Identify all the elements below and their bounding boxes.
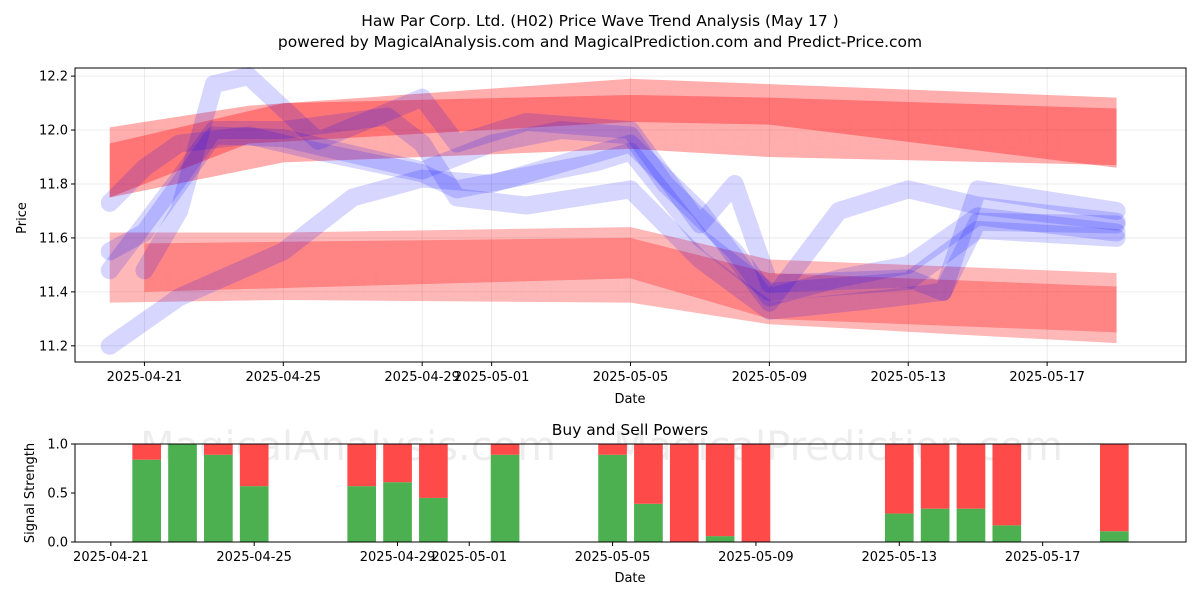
price-y-tick-label: 11.6 [39, 231, 68, 246]
price-wave-4 [100, 107, 1126, 320]
sell-bar [383, 444, 412, 483]
sell-bar [669, 444, 699, 542]
price-y-tick-label: 12.2 [39, 70, 68, 85]
price-x-tick-label: 2025-05-05 [593, 370, 669, 385]
price-y-tick-label: 12.0 [39, 124, 68, 139]
price-y-ticks: 11.2 11.4 11.6 11.8 12.0 12.2 [39, 70, 75, 354]
price-wave-1 [100, 126, 1126, 301]
sell-bands [109, 78, 1117, 344]
price-x-tick-label: 2025-05-17 [1009, 370, 1085, 385]
sell-bar [132, 444, 162, 460]
signal-x-ticks: 2025-04-21 2025-04-25 2025-04-292025-05-01… [73, 542, 1080, 565]
buy-bar [347, 486, 377, 542]
buy-bar [204, 454, 233, 542]
sell-band-1 [109, 78, 1117, 198]
signal-panel: Buy and Sell Powers MagicalAnalysis.comM… [23, 421, 1187, 586]
price-x-tick-label: 2025-05-09 [732, 370, 808, 385]
buy-bar [490, 454, 520, 542]
signal-x-tick-label: 2025-05-09 [718, 550, 794, 565]
sell-bar [204, 444, 233, 455]
signal-x-tick-label: 2025-05-13 [862, 550, 938, 565]
signal-bars [132, 444, 1129, 542]
sell-bar [634, 444, 663, 504]
price-wave-5 [135, 67, 1126, 301]
buy-bar [419, 497, 448, 542]
sell-bar [1099, 444, 1129, 532]
signal-panel-title: Buy and Sell Powers [552, 421, 709, 439]
price-x-ticks: 2025-04-21 2025-04-25 2025-04-292025-05-01… [107, 362, 1085, 385]
sell-bar [956, 444, 986, 509]
sell-bar [920, 444, 950, 509]
buy-bar [1099, 531, 1129, 542]
sell-bar [598, 444, 627, 455]
price-x-tick-label: 2025-05-01 [454, 370, 530, 385]
buy-bar [920, 508, 950, 542]
chart-title-line1: Haw Par Corp. Ltd. (H02) Price Wave Tren… [361, 12, 838, 30]
buy-bar [956, 508, 986, 542]
signal-y-tick-label: 0.5 [47, 487, 68, 502]
price-wave-2 [100, 121, 1126, 307]
sell-bar [490, 444, 520, 455]
price-panel: MagicalAnalysis.com MagicalPrediction.com… [15, 67, 1187, 407]
signal-x-tick-label: 2025-05-17 [1005, 550, 1081, 565]
sell-bar [239, 444, 269, 487]
signal-y-tick-label: 1.0 [47, 438, 68, 453]
price-x-tick-label: 2025-04-29 [384, 370, 460, 385]
price-x-tick-label: 2025-04-25 [246, 370, 322, 385]
price-x-tick-label: 2025-04-21 [107, 370, 183, 385]
price-y-tick-label: 11.8 [39, 177, 68, 192]
sell-bar [741, 444, 771, 542]
price-y-tick-label: 11.4 [39, 285, 68, 300]
buy-bar [634, 503, 663, 542]
signal-x-axis-label: Date [614, 571, 645, 586]
signal-x-tick-label: 2025-05-01 [431, 550, 507, 565]
sell-band-3 [109, 227, 1117, 344]
buy-bar [598, 454, 627, 542]
buy-bar [383, 482, 412, 542]
buy-bar [168, 444, 197, 542]
sell-bar [419, 444, 448, 498]
price-grid [75, 68, 1186, 362]
buy-bar [132, 459, 162, 542]
signal-x-tick-label: 2025-04-25 [216, 550, 292, 565]
price-wave-3 [100, 134, 1126, 355]
signal-y-axis-label: Signal Strength [23, 443, 38, 543]
buy-bar [884, 513, 914, 542]
signal-y-ticks: 0.0 0.5 1.0 [47, 438, 75, 551]
signal-x-tick-label: 2025-04-29 [360, 550, 436, 565]
buy-bar [992, 525, 1022, 542]
sell-band-2 [109, 94, 1117, 198]
signal-x-tick-label: 2025-05-05 [575, 550, 651, 565]
signal-y-tick-label: 0.0 [47, 536, 68, 551]
price-waves [100, 67, 1126, 355]
price-y-tick-label: 11.2 [39, 339, 68, 354]
buy-bar [239, 486, 269, 542]
sell-bar [992, 444, 1022, 526]
price-x-tick-label: 2025-05-13 [870, 370, 946, 385]
sell-bar [705, 444, 735, 537]
signal-x-tick-label: 2025-04-21 [73, 550, 149, 565]
price-y-axis-label: Price [15, 202, 30, 234]
sell-bar [884, 444, 914, 514]
buy-bar [705, 536, 735, 542]
price-x-axis-label: Date [614, 392, 645, 407]
sell-band-4 [144, 237, 1117, 333]
chart-title-line2: powered by MagicalAnalysis.com and Magic… [278, 33, 922, 51]
sell-bar [347, 444, 377, 487]
